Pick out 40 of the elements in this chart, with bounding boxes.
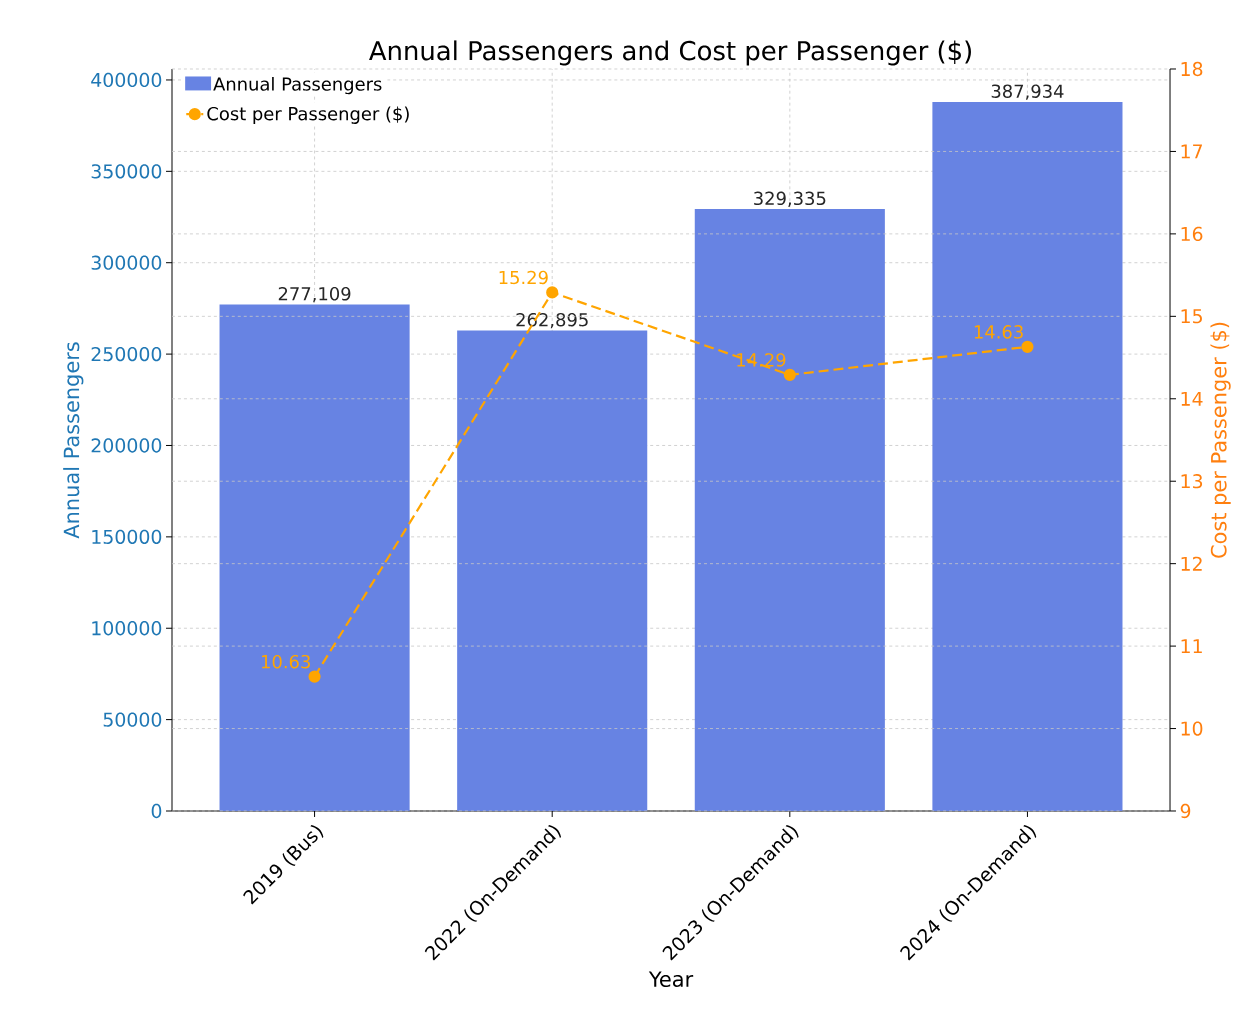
y2-tick-label: 17: [1181, 144, 1202, 159]
y-tick-label: 0: [151, 803, 162, 819]
y-tick-label: 300000: [91, 255, 162, 270]
y2-axis-title: Cost per Passenger ($): [1210, 322, 1231, 558]
bar: [219, 304, 410, 811]
data-label: 329,335: [754, 191, 826, 207]
y2-tick-label: 11: [1181, 639, 1202, 654]
y2-tick-label: 18: [1181, 61, 1203, 77]
data-label: 277,109: [278, 286, 351, 303]
x-axis-title: Year: [648, 971, 694, 988]
data-label: 10.63: [262, 654, 310, 669]
y-tick-label: 100000: [92, 621, 162, 636]
data-label: 14.63: [974, 325, 1023, 339]
point: [1021, 340, 1034, 353]
bar: [932, 102, 1123, 811]
y-axis-title: Annual Passengers: [63, 342, 84, 539]
data-label: 387,934: [991, 84, 1064, 100]
legend-label: Cost per Passenger ($): [207, 106, 409, 124]
y-tick-label: 250000: [91, 346, 162, 362]
legend-label: Annual Passengers: [213, 76, 382, 95]
y2-tick-label: 16: [1181, 226, 1203, 242]
y2-tick-label: 14: [1181, 391, 1203, 406]
point: [546, 286, 559, 299]
bar: [457, 330, 648, 811]
data-label: 15.29: [499, 270, 548, 285]
y-tick-label: 200000: [91, 438, 162, 453]
y-tick-label: 400000: [91, 72, 162, 88]
y-tick-label: 50000: [103, 712, 162, 727]
y2-tick-label: 10: [1181, 721, 1203, 736]
data-label: 262,895: [516, 312, 588, 329]
point: [783, 368, 796, 381]
point: [308, 670, 321, 683]
y2-tick-label: 13: [1181, 474, 1203, 489]
y2-tick-label: 9: [1180, 803, 1191, 819]
y-tick-label: 150000: [92, 529, 162, 545]
y2-tick-label: 15: [1181, 309, 1202, 324]
bar: [694, 209, 885, 811]
chart-title: Annual Passengers and Cost per Passenger ($): [369, 40, 971, 66]
y2-tick-label: 12: [1181, 556, 1202, 571]
y-tick-label: 350000: [91, 164, 162, 179]
